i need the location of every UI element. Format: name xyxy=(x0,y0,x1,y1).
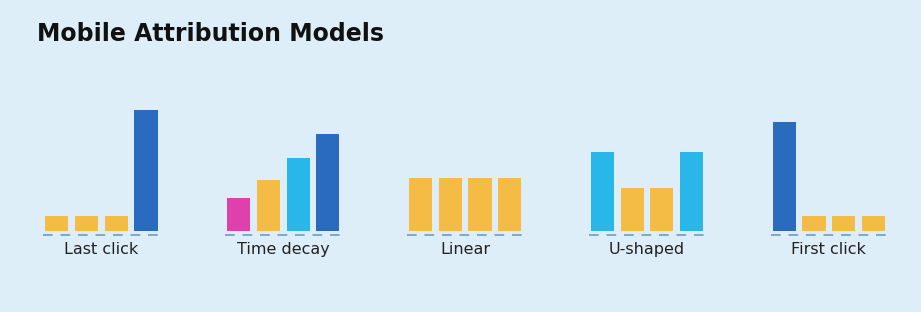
Bar xyxy=(773,122,796,231)
Bar xyxy=(680,152,704,231)
Bar xyxy=(316,134,340,231)
Text: Mobile Attribution Models: Mobile Attribution Models xyxy=(37,22,384,46)
Bar xyxy=(621,188,644,231)
Text: First click: First click xyxy=(791,242,867,257)
Bar xyxy=(286,158,309,231)
Bar xyxy=(105,216,128,231)
Bar xyxy=(833,216,856,231)
Bar xyxy=(134,110,157,231)
Bar xyxy=(650,188,673,231)
Text: Time decay: Time decay xyxy=(237,242,330,257)
Bar xyxy=(438,178,461,231)
Bar xyxy=(227,198,251,231)
Bar xyxy=(45,216,68,231)
Bar xyxy=(75,216,98,231)
Bar xyxy=(409,178,432,231)
Text: Last click: Last click xyxy=(64,242,138,257)
Bar xyxy=(802,216,825,231)
Bar xyxy=(257,180,280,231)
Bar xyxy=(469,178,492,231)
Text: Linear: Linear xyxy=(440,242,490,257)
Bar xyxy=(498,178,521,231)
Bar xyxy=(862,216,885,231)
Text: U-shaped: U-shaped xyxy=(609,242,685,257)
Bar xyxy=(590,152,614,231)
